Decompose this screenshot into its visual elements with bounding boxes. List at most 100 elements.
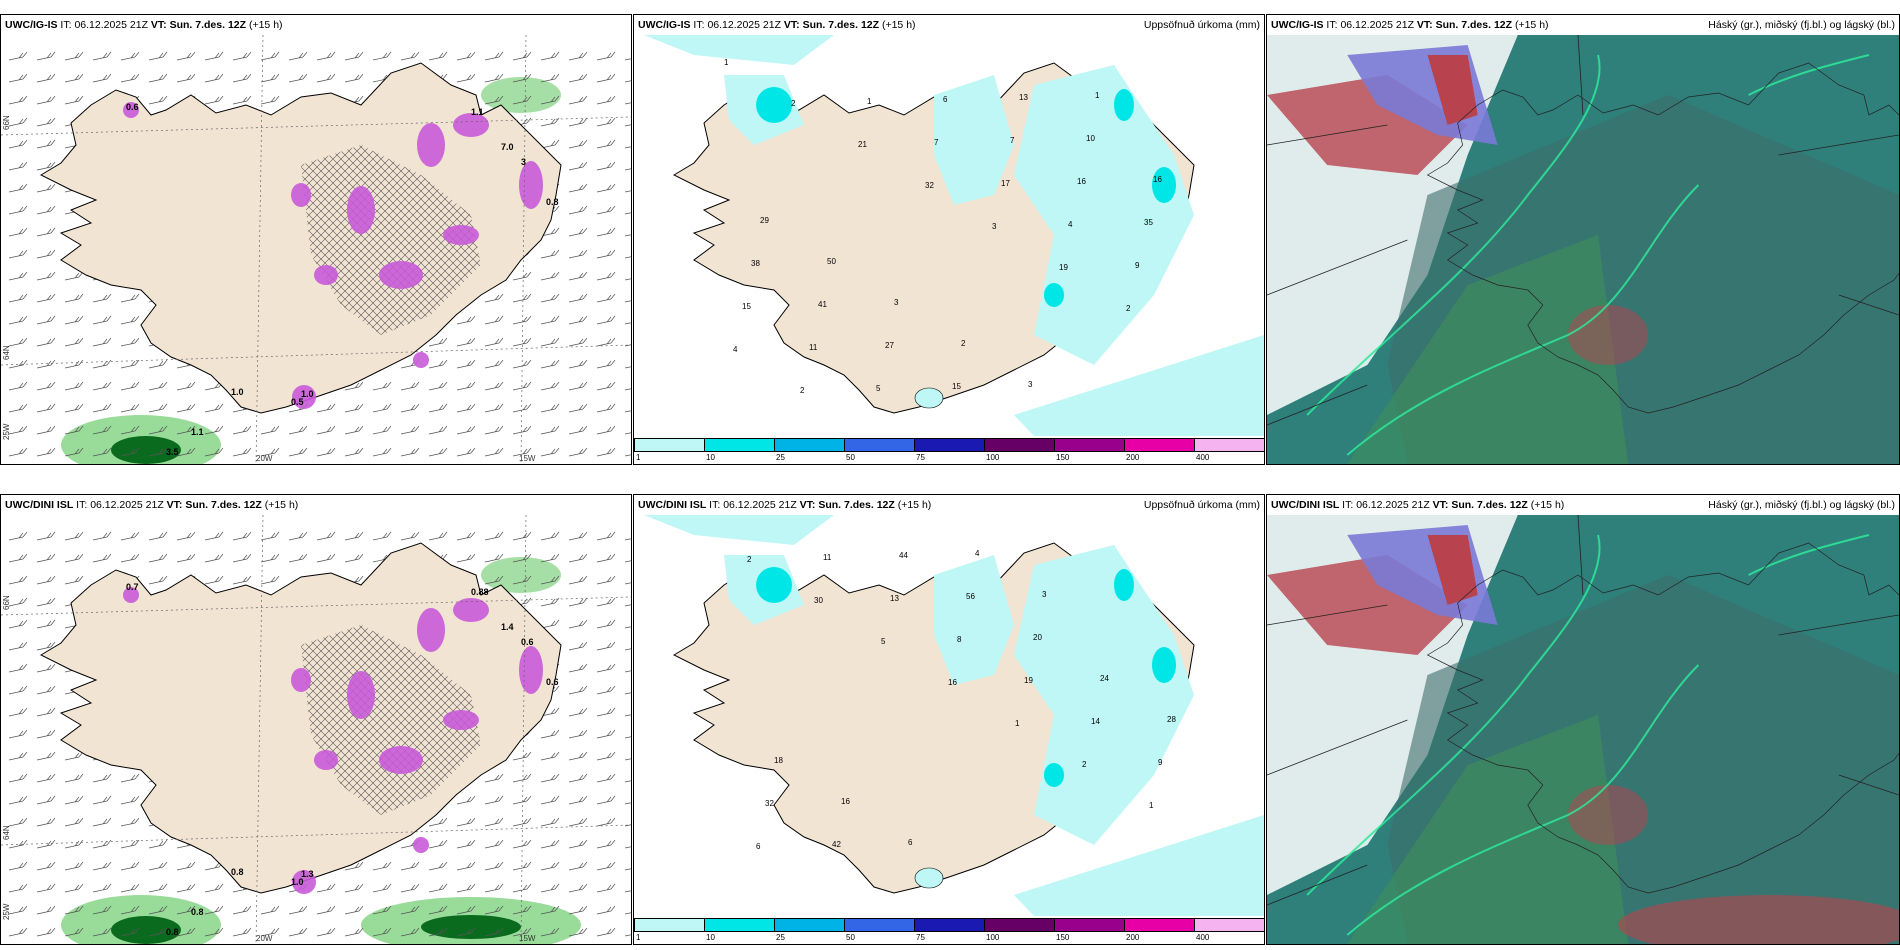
valid-time: Sun. 7.des. 12Z [802, 19, 880, 31]
colorbar-label: 400 [1196, 933, 1210, 942]
wind-value-label: 1.3 [301, 869, 314, 879]
precip-value-label: 4 [975, 549, 980, 558]
wind-map: 66N 64N 25W 20W 15W 0.6 1.0 0.5 7.0 3 1.1 3.5 1.1 1.0… [1, 35, 631, 464]
colorbar-label: 25 [776, 453, 785, 462]
wind-value-label: 0.88 [471, 587, 489, 597]
colorbar-swatch [704, 438, 775, 452]
colorbar-label: 1 [636, 933, 641, 942]
graticule [1267, 35, 1899, 426]
model-name: UWC/IG-IS [638, 19, 691, 31]
panel-subtitle: Uppsöfnuð úrkoma (mm) [1143, 19, 1260, 31]
precip-value-label: 2 [747, 555, 752, 564]
precip-cell [443, 225, 479, 245]
precip-value-label: 9 [1158, 758, 1163, 767]
precip-value-label: 13 [890, 594, 899, 603]
panel-subtitle: Háský (gr.), miðský (fj.bl.) og lágský (… [1708, 499, 1895, 511]
precip-cell [123, 587, 139, 603]
vt-label: VT: [150, 19, 167, 31]
it-label: IT: [693, 19, 705, 31]
colorbar-swatch [984, 918, 1055, 932]
panel-cloud-top: UWC/IG-IS IT: 06.12.2025 21Z VT: Sun. 7.… [1266, 14, 1900, 465]
precip-value-label: 20 [1033, 633, 1042, 642]
panel-header: UWC/DINI ISL IT: 06.12.2025 21Z VT: Sun.… [1267, 495, 1899, 515]
colorbar-label: 75 [916, 933, 925, 942]
precip-value-label: 2 [791, 99, 796, 108]
precip-value-label: 1 [867, 97, 872, 106]
colorbar-swatch [774, 438, 845, 452]
precip-value-label: 16 [1153, 175, 1162, 184]
precip-value-label: 32 [925, 181, 934, 190]
colorbar-label: 75 [916, 453, 925, 462]
colorbar-swatch [1194, 438, 1264, 452]
precip-value-label: 29 [760, 216, 769, 225]
graticule [1267, 515, 1899, 906]
precip-value-label: 24 [1100, 674, 1109, 683]
precip-value-label: 13 [1019, 93, 1028, 102]
panel-cloud-bottom: UWC/DINI ISL IT: 06.12.2025 21Z VT: Sun.… [1266, 494, 1900, 945]
precip-value-label: 2 [1126, 304, 1131, 313]
lead-time: (+15 h) [248, 19, 283, 31]
valid-time: Sun. 7.des. 12Z [185, 499, 262, 511]
valid-time: Sun. 7.des. 12Z [169, 19, 247, 31]
vt-label: VT: [799, 499, 816, 511]
wind-value-label: 1.1 [471, 107, 484, 117]
precip-map: 1 2 21 32 3 19 2 4 2 1 7 17 4 9 15 11 5 6 7 16 35 38 41 27 15 13 1… [634, 35, 1264, 436]
precip-value-label: 6 [756, 842, 761, 851]
graticule: 66N 64N 25W 20W 15W [1, 35, 631, 464]
precip-value-label: 11 [823, 553, 832, 562]
precip-value-label: 11 [809, 343, 818, 352]
precip-cell [292, 385, 316, 409]
precip-cell [519, 646, 543, 694]
precip-cell [292, 870, 316, 894]
lat-label: 66N [2, 595, 11, 610]
colorbar-swatch [1054, 438, 1125, 452]
precip-map: 2 30 5 16 1 2 1 6 11 13 8 19 14 9 32 42 44 56 20 24 28 18 16 6 4… [634, 515, 1264, 916]
colorbar-swatch [844, 438, 915, 452]
init-time: 06.12.2025 21Z [1356, 499, 1430, 511]
colorbar-swatch [774, 918, 845, 932]
colorbar-swatch [704, 918, 775, 932]
wind-value-label: 0.8 [166, 927, 179, 937]
graticule: 66N 64N 25W 20W 15W [1, 515, 631, 944]
vt-label: VT: [1432, 499, 1449, 511]
valid-time: Sun. 7.des. 12Z [1435, 19, 1513, 31]
colorbar-label: 50 [846, 933, 855, 942]
precip-value-label: 4 [733, 345, 738, 354]
colorbar-swatch [1124, 918, 1195, 932]
precip-value-label: 30 [814, 596, 823, 605]
precip-value-label: 3 [894, 298, 899, 307]
precip-value-label: 16 [948, 678, 957, 687]
precip-value-label: 41 [818, 300, 827, 309]
wind-value-label: 7.0 [501, 142, 514, 152]
panel-header: UWC/IG-IS IT: 06.12.2025 21Z VT: Sun. 7.… [634, 15, 1264, 35]
precip-value-label: 16 [841, 797, 850, 806]
wind-value-label: 0.6 [126, 102, 139, 112]
precip-value-label: 16 [1077, 177, 1086, 186]
colorbar-swatch [634, 918, 705, 932]
lead-time: (+15 h) [1514, 19, 1549, 31]
colorbar-label: 100 [986, 453, 1000, 462]
coastline [1426, 62, 1899, 414]
wind-map: 66N 64N 25W 20W 15W 0.7 0.8 1.0 1.4 0.6 0.8 0.8 0.88… [1, 515, 631, 944]
cloud-contours [1306, 54, 1870, 456]
precip-cell [519, 161, 543, 209]
colorbar-label: 10 [706, 453, 715, 462]
wind-value-label: 0.6 [521, 637, 534, 647]
colorbar-swatch [1194, 918, 1264, 932]
panel-header: UWC/IG-IS IT: 06.12.2025 21Z VT: Sun. 7.… [1267, 15, 1899, 35]
precip-value-label: 38 [751, 259, 760, 268]
lead-time: (+15 h) [1530, 499, 1565, 511]
panel-header: UWC/DINI ISL IT: 06.12.2025 21Z VT: Sun.… [1, 495, 631, 515]
init-time: 06.12.2025 21Z [723, 499, 797, 511]
precip-value-label: 9 [1135, 261, 1140, 270]
lead-time: (+15 h) [264, 499, 299, 511]
vt-label: VT: [1416, 19, 1433, 31]
init-time: 06.12.2025 21Z [90, 499, 164, 511]
precip-value-label: 5 [881, 637, 886, 646]
cloud-map [1267, 515, 1899, 944]
colorbar-swatch [914, 438, 985, 452]
precip-cell [291, 183, 311, 207]
wind-value-label: 0.5 [291, 397, 304, 407]
colorbar-swatch [984, 438, 1055, 452]
precip-value-label: 1 [1015, 719, 1020, 728]
